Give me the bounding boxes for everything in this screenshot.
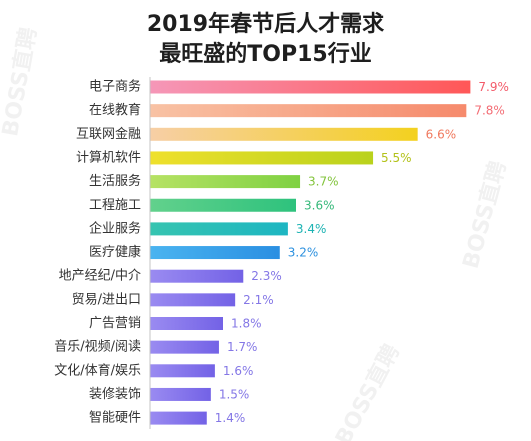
category-label: 贸易/进出口 [72, 292, 141, 307]
value-label: 1.6% [223, 364, 254, 378]
value-label: 6.6% [426, 127, 457, 141]
bar [150, 175, 301, 189]
category-label: 工程施工 [89, 198, 141, 213]
category-label: 音乐/视频/阅读 [54, 339, 141, 355]
watermark-right: BOSS直聘 [458, 158, 512, 271]
value-label: 3.7% [308, 175, 339, 189]
bar [150, 411, 207, 425]
category-label: 企业服务 [89, 220, 141, 236]
value-label: 7.9% [478, 80, 509, 94]
value-label: 5.5% [381, 151, 412, 165]
value-label: 2.3% [251, 269, 282, 283]
bar [150, 222, 288, 236]
bar [150, 198, 296, 212]
value-label: 1.7% [227, 340, 258, 354]
category-label: 文化/体育/娱乐 [54, 362, 141, 378]
bar [150, 340, 219, 354]
bar [150, 364, 215, 378]
value-label: 1.5% [219, 387, 250, 401]
chart-title-line-2: 最旺盛的TOP15行业 [159, 42, 372, 67]
category-label: 计算机软件 [76, 150, 141, 165]
value-label: 1.4% [215, 411, 246, 425]
bar [150, 104, 467, 118]
category-label: 智能硬件 [89, 411, 141, 426]
value-label: 1.8% [231, 317, 262, 331]
bar [150, 246, 280, 260]
category-label: 医疗健康 [89, 244, 141, 260]
chart-title: 2019年春节后人才需求 最旺盛的TOP15行业 [0, 10, 531, 70]
category-label: 在线教育 [89, 102, 141, 118]
bar [150, 293, 236, 307]
value-label: 2.1% [243, 293, 274, 307]
bar [150, 387, 211, 401]
bar [150, 151, 374, 165]
bar [150, 317, 223, 330]
category-label: 互联网金融 [76, 126, 141, 142]
value-label: 7.8% [474, 104, 505, 118]
category-label: 装修装饰 [89, 387, 141, 402]
category-label: 地产经纪/中介 [59, 269, 141, 284]
bar [150, 127, 418, 141]
value-label: 3.4% [296, 222, 327, 236]
value-label: 3.6% [304, 198, 335, 212]
category-label: 广告营销 [89, 316, 141, 331]
chart-title-line-1: 2019年春节后人才需求 [146, 12, 385, 37]
category-label: 生活服务 [89, 173, 141, 189]
category-label: 电子商务 [89, 79, 141, 95]
bar [150, 269, 244, 283]
bars-group: 电子商务 7.9% 在线教育 7.8% 互联网金融 6.6% 计算机软件 5.5% 生活服务 3.… [54, 79, 509, 426]
watermark-bottom: BOSS直聘 [330, 340, 405, 441]
value-label: 3.2% [288, 246, 319, 260]
bar [150, 80, 471, 94]
